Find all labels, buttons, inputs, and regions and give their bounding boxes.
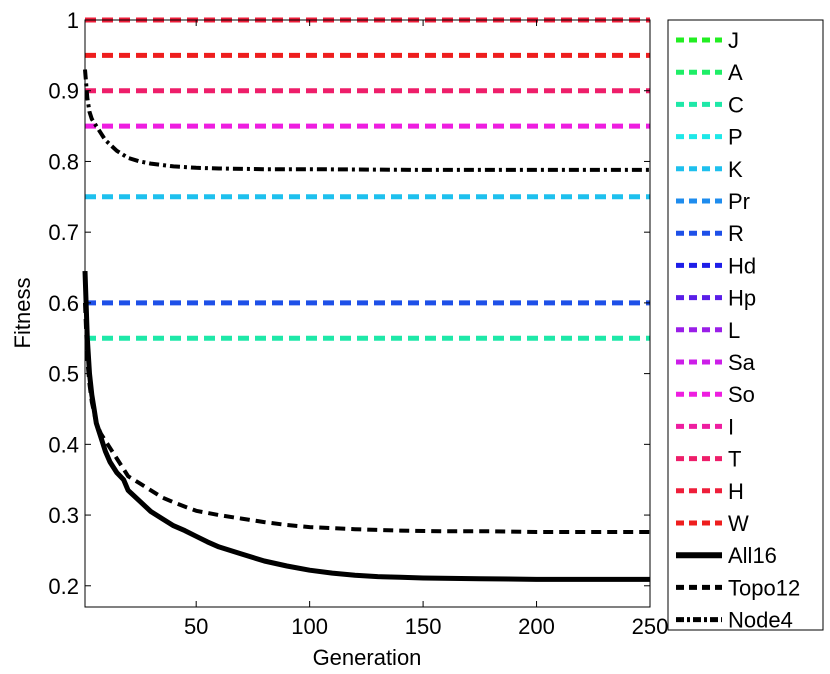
legend-label-All16: All16 <box>728 543 777 568</box>
y-tick-label: 0.8 <box>48 149 79 174</box>
series-line-All16 <box>82 271 650 582</box>
legend-label-Sa: Sa <box>728 350 756 375</box>
y-tick-label: 0.4 <box>48 432 79 457</box>
legend-label-P: P <box>728 125 743 150</box>
legend-label-Hp: Hp <box>728 286 756 311</box>
legend-label-I: I <box>728 414 734 439</box>
legend-label-T: T <box>728 447 741 472</box>
legend-label-J: J <box>728 28 739 53</box>
x-axis-label: Generation <box>313 645 422 670</box>
legend-label-So: So <box>728 382 755 407</box>
y-tick-label: 0.3 <box>48 503 79 528</box>
legend-label-Node4: Node4 <box>728 608 793 633</box>
legend-label-Topo12: Topo12 <box>728 575 800 600</box>
y-tick-label: 0.7 <box>48 220 79 245</box>
x-tick-label: 100 <box>291 614 328 639</box>
plot-frame <box>84 19 651 608</box>
legend-box <box>667 19 824 631</box>
y-tick-label: 0.6 <box>48 291 79 316</box>
series-line-Topo12 <box>83 302 650 534</box>
legend-label-L: L <box>728 318 740 343</box>
y-axis: 0.2 0.3 0.4 0.5 0.6 0.7 0.8 0.9 1 <box>48 8 650 599</box>
legend-label-K: K <box>728 157 743 182</box>
series-line-Node4 <box>83 69 650 172</box>
plot-area <box>82 17 650 582</box>
legend-label-Pr: Pr <box>728 189 750 214</box>
x-axis: 50 100 150 200 250 <box>184 20 668 639</box>
y-axis-label: Fitness <box>10 278 35 349</box>
x-tick-label: 200 <box>518 614 555 639</box>
y-tick-label: 1 <box>67 8 79 33</box>
legend-label-Hd: Hd <box>728 253 756 278</box>
x-tick-label: 250 <box>632 614 669 639</box>
legend-label-W: W <box>728 511 749 536</box>
x-tick-label: 50 <box>184 614 208 639</box>
y-tick-label: 0.9 <box>48 79 79 104</box>
legend-label-A: A <box>728 60 743 85</box>
y-tick-label: 0.5 <box>48 362 79 387</box>
legend-label-R: R <box>728 221 744 246</box>
legend-label-H: H <box>728 479 744 504</box>
x-tick-label: 150 <box>405 614 442 639</box>
y-tick-label: 0.2 <box>48 574 79 599</box>
legend-label-C: C <box>728 92 744 117</box>
